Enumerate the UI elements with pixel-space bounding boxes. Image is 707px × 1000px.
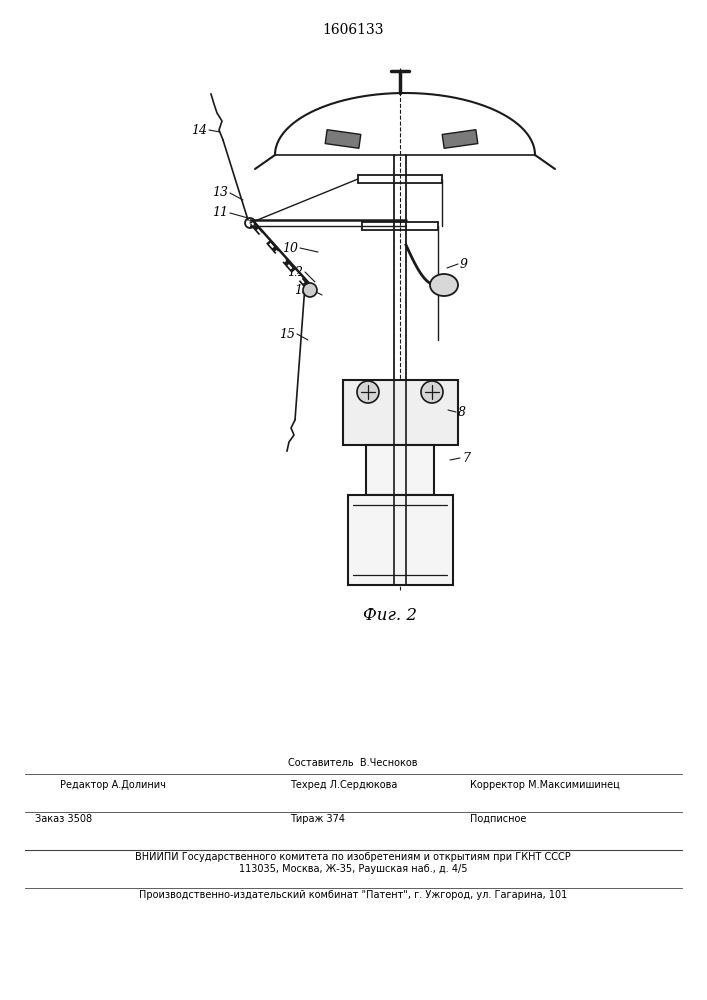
Text: 13: 13 xyxy=(212,186,228,200)
Text: 10: 10 xyxy=(282,241,298,254)
Circle shape xyxy=(421,381,443,403)
Text: ВНИИПИ Государственного комитета по изобретениям и открытиям при ГКНТ СССР: ВНИИПИ Государственного комитета по изоб… xyxy=(135,852,571,862)
Text: Фиг. 2: Фиг. 2 xyxy=(363,606,417,624)
Text: 8: 8 xyxy=(458,406,466,418)
Bar xyxy=(325,130,361,148)
Text: Корректор М.Максимишинец: Корректор М.Максимишинец xyxy=(470,780,620,790)
Bar xyxy=(343,380,458,445)
Text: 15: 15 xyxy=(279,328,295,340)
Text: Тираж 374: Тираж 374 xyxy=(290,814,345,824)
Text: 12: 12 xyxy=(287,265,303,278)
Text: 113035, Москва, Ж-35, Раушская наб., д. 4/5: 113035, Москва, Ж-35, Раушская наб., д. … xyxy=(239,864,467,874)
Text: Производственно-издательский комбинат "Патент", г. Ужгород, ул. Гагарина, 101: Производственно-издательский комбинат "П… xyxy=(139,890,567,900)
Text: Подписное: Подписное xyxy=(470,814,527,824)
Text: 11: 11 xyxy=(212,207,228,220)
Bar xyxy=(366,445,434,495)
Circle shape xyxy=(357,381,379,403)
Text: 13: 13 xyxy=(294,284,310,296)
Text: 7: 7 xyxy=(462,452,470,464)
Ellipse shape xyxy=(430,274,458,296)
Bar xyxy=(348,495,453,585)
Text: 14: 14 xyxy=(191,123,207,136)
Text: Редактор А.Долинич: Редактор А.Долинич xyxy=(60,780,166,790)
Text: 1606133: 1606133 xyxy=(322,23,384,37)
Text: Заказ 3508: Заказ 3508 xyxy=(35,814,92,824)
Text: 9: 9 xyxy=(460,257,468,270)
Bar xyxy=(442,130,478,148)
Text: Техред Л.Сердюкова: Техред Л.Сердюкова xyxy=(290,780,397,790)
Text: Составитель  В.Чесноков: Составитель В.Чесноков xyxy=(288,758,418,768)
Circle shape xyxy=(303,283,317,297)
